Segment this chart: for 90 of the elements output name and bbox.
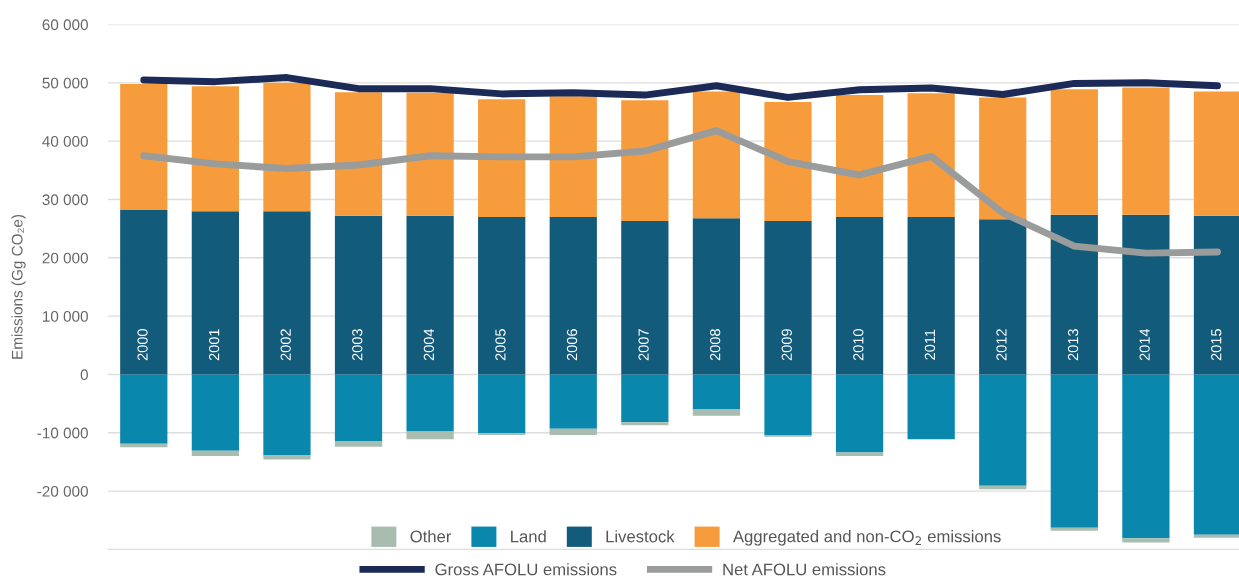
bar — [1193, 91, 1239, 216]
bar — [406, 215, 454, 375]
bar — [979, 97, 1027, 220]
bar — [549, 216, 597, 375]
y-tick-label: 20 000 — [42, 252, 88, 264]
bar — [334, 441, 383, 447]
x-tick-label: 2006 — [566, 329, 578, 361]
x-tick-label: 2015 — [1211, 329, 1222, 361]
x-tick-label: 2007 — [638, 329, 649, 361]
bar — [1122, 374, 1170, 539]
x-tick-label: 2010 — [853, 329, 864, 361]
bar — [120, 374, 168, 444]
x-tick-label: 2013 — [1067, 329, 1079, 361]
x-tick-label: 2001 — [208, 329, 220, 361]
bar — [549, 96, 597, 217]
bar — [191, 450, 239, 457]
x-tick-label: 2011 — [924, 329, 936, 360]
bar — [1193, 374, 1239, 535]
bar — [1193, 534, 1239, 538]
bar — [764, 221, 812, 375]
y-tick-label: -10 000 — [37, 427, 88, 439]
y-tick-label: 50 000 — [42, 77, 88, 89]
bar — [621, 374, 669, 423]
x-tick-label: 2000 — [137, 329, 148, 361]
bar — [1122, 538, 1170, 543]
bar — [478, 99, 526, 217]
bar — [263, 454, 311, 460]
bar — [549, 428, 597, 436]
bar — [263, 211, 311, 375]
y-tick-label: 40 000 — [42, 136, 88, 147]
bar — [835, 374, 884, 453]
bar — [621, 221, 669, 375]
bar — [692, 91, 741, 219]
bar — [120, 209, 168, 375]
bar — [1122, 214, 1170, 375]
y-tick-label: 10 000 — [43, 310, 88, 322]
legend-label: Land — [511, 530, 546, 543]
y-tick-label: 0 — [80, 369, 88, 381]
bar — [1122, 87, 1170, 215]
bar — [406, 92, 454, 216]
bar — [907, 374, 955, 440]
bar — [334, 92, 383, 216]
y-tick-label: 60 000 — [42, 19, 88, 31]
bar — [1050, 214, 1098, 375]
y-tick-label: -20 000 — [37, 485, 88, 497]
bar — [979, 374, 1027, 486]
bar — [263, 374, 311, 455]
bar — [191, 86, 239, 212]
legend-label: Livestock — [606, 530, 675, 543]
x-tick-label: 2004 — [423, 328, 435, 361]
bar — [979, 219, 1027, 375]
bar — [692, 409, 741, 416]
bar — [621, 100, 669, 222]
x-tick-label: 2002 — [280, 329, 291, 361]
bar — [907, 216, 955, 375]
legend-label: Gross AFOLU emissions — [435, 563, 617, 576]
bar — [621, 422, 669, 426]
bar — [334, 215, 383, 375]
bar — [1193, 215, 1239, 375]
x-tick-label: 2008 — [710, 329, 721, 361]
x-tick-label: 2012 — [996, 329, 1007, 361]
bar — [692, 374, 741, 410]
legend-label: Other — [410, 530, 452, 543]
bar — [835, 95, 884, 217]
bar — [835, 216, 884, 375]
y-axis-title: Emissions (Gg CO₂e) — [11, 214, 26, 359]
x-tick-label: 2005 — [495, 329, 506, 361]
bar — [1050, 527, 1098, 531]
bar — [764, 102, 812, 222]
y-tick-label: 30 000 — [42, 194, 88, 206]
bar — [907, 93, 955, 217]
bar — [764, 374, 812, 436]
bar — [406, 431, 454, 440]
bar — [191, 211, 239, 375]
bar — [478, 374, 526, 434]
x-tick-label: 2009 — [781, 329, 792, 361]
bar — [406, 374, 454, 432]
x-tick-label: 2003 — [352, 329, 363, 361]
bar — [549, 374, 597, 429]
bar — [1050, 89, 1098, 215]
bar — [478, 216, 526, 375]
bar — [263, 82, 311, 212]
bar — [120, 83, 168, 210]
bar — [692, 218, 741, 375]
legend-label: Net AFOLU emissions — [723, 563, 886, 576]
bar — [1050, 374, 1098, 528]
x-tick-label: 2014 — [1139, 328, 1150, 361]
bar — [191, 374, 239, 451]
bar — [334, 374, 383, 442]
legend-label: Aggregated and non-CO$_{2}$ emissions — [732, 530, 1001, 546]
